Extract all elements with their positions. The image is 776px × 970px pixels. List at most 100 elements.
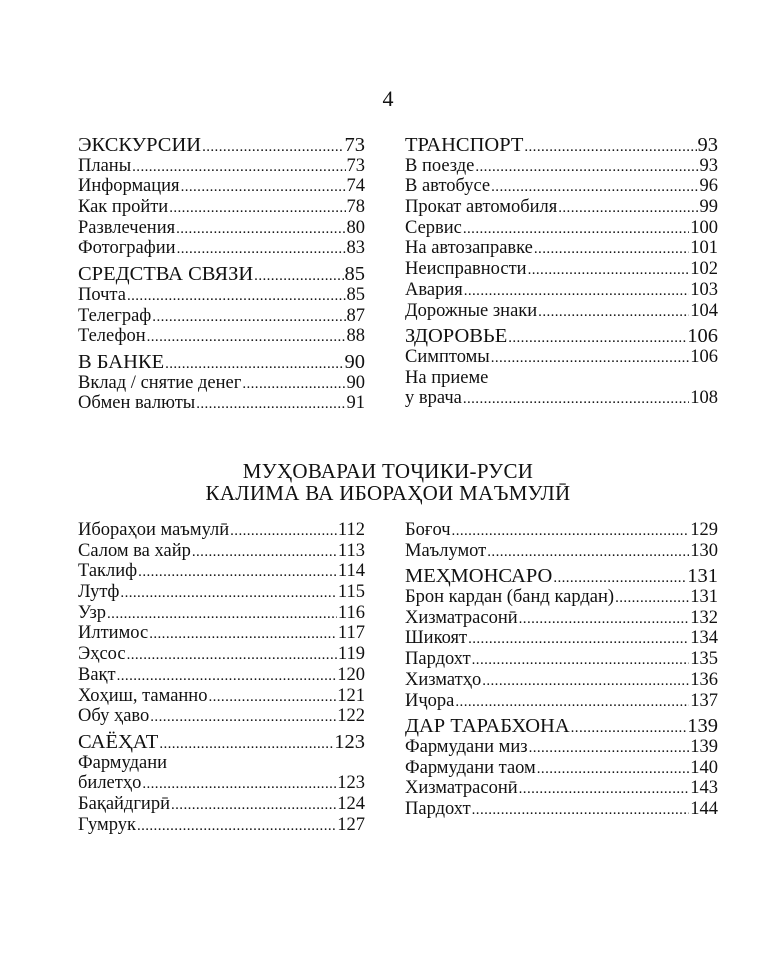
dot-leader (524, 137, 696, 158)
entry-page-number: 140 (690, 757, 718, 778)
entry-label: В поезде (405, 155, 475, 176)
dot-leader (138, 562, 337, 583)
toc-section-heading: ДАР ТАРАБХОНА 139 (405, 716, 718, 737)
toc-entry: Пардохт 135 (405, 649, 718, 670)
entry-page-number: 122 (337, 706, 365, 727)
toc-entry: Хизматҳо 136 (405, 670, 718, 691)
entry-page-number: 124 (337, 793, 365, 814)
dot-leader (192, 542, 337, 563)
entry-label: Узр (78, 602, 107, 623)
entry-label: МЕҲМОНСАРО (405, 565, 553, 588)
dot-leader (137, 816, 336, 837)
toc-entry: Узр 116 (78, 603, 365, 624)
toc-entry: Пардохт 144 (405, 799, 718, 820)
entry-label: Хоҳиш, таманно (78, 685, 208, 706)
toc-group: ДАР ТАРАБХОНА139Фармудани миз139Фармудан… (405, 716, 718, 819)
toc-entry: Эҳсос 119 (78, 644, 365, 665)
toc-group: СРЕДСТВА СВЯЗИ85Почта85Телеграф87Телефон… (78, 264, 365, 347)
entry-label: Илтимос (78, 623, 149, 644)
toc-entry: Таклиф 114 (78, 561, 365, 582)
toc-entry: Фармудани таом 140 (405, 758, 718, 779)
entry-page-number: 96 (699, 176, 719, 197)
entry-label: Бақайдгирӣ (78, 793, 170, 814)
dot-leader (529, 738, 690, 759)
entry-page-number: 137 (690, 690, 718, 711)
toc-section-heading: САЁҲАТ 123 (78, 732, 365, 753)
dot-leader (571, 718, 687, 739)
entry-label: Обмен валюты (78, 393, 196, 414)
entry-page-number: 103 (690, 279, 718, 300)
dot-leader (487, 542, 689, 563)
toc-entry: Телеграф 87 (78, 306, 365, 327)
toc-entry: Бақайдгирӣ 124 (78, 794, 365, 815)
entry-label: Фармудани миз (405, 736, 528, 757)
dot-leader (152, 307, 345, 328)
toc-entry: билетҳо 123 (78, 773, 365, 794)
toc-group: ЭКСКУРСИИ73Планы73Информация74Как пройти… (78, 135, 365, 259)
entry-label: На приеме (405, 367, 489, 388)
toc-entry: На приеме (405, 368, 718, 389)
entry-label: Фармудани (78, 752, 168, 773)
toc-section-heading: В БАНКЕ 90 (78, 352, 365, 373)
toc-entry: Ибораҳои маъмулӣ 112 (78, 520, 365, 541)
entry-page-number: 132 (690, 607, 718, 628)
entry-label: Сервис (405, 217, 462, 238)
dot-leader (472, 650, 690, 671)
dot-leader (147, 327, 346, 348)
entry-label: Хизматрасонӣ (405, 607, 518, 628)
toc-entry: Телефон 88 (78, 326, 365, 347)
dot-leader (169, 198, 345, 219)
toc-entry: Фармудани (78, 753, 365, 774)
dot-leader (254, 266, 343, 287)
dot-leader (117, 666, 337, 687)
entry-label: Хизматҳо (405, 669, 482, 690)
entry-label: Маълумот (405, 540, 487, 561)
toc-section-heading: МЕҲМОНСАРО 131 (405, 566, 718, 587)
dot-leader (538, 302, 689, 323)
toc-entry: Фотографии 83 (78, 238, 365, 259)
entry-page-number: 131 (687, 565, 718, 588)
dot-leader (208, 687, 336, 708)
entry-label: Иҷора (405, 690, 455, 711)
entry-page-number: 85 (344, 263, 366, 286)
toc-entry: Обу ҳаво 122 (78, 706, 365, 727)
entry-page-number: 123 (334, 730, 365, 753)
toc-entry: Авария 103 (405, 280, 718, 301)
toc-entry: Вақт 120 (78, 665, 365, 686)
entry-label: у врача (405, 388, 462, 409)
dot-leader (165, 354, 343, 375)
toc-bottom-left-column: Ибораҳои маъмулӣ112Салом ва хайр113Такли… (78, 520, 365, 840)
entry-label: В автобусе (405, 176, 491, 197)
toc-entry: Иҷора 137 (405, 691, 718, 712)
entry-page-number: 121 (337, 685, 365, 706)
entry-page-number: 143 (690, 778, 718, 799)
entry-label: СРЕДСТВА СВЯЗИ (78, 263, 254, 286)
dot-leader (475, 157, 698, 178)
dot-leader (468, 629, 689, 650)
toc-entry: Как пройти 78 (78, 197, 365, 218)
entry-label: Телеграф (78, 305, 152, 326)
entry-label: Салом ва хайр (78, 540, 191, 561)
toc-section-heading: ТРАНСПОРТ 93 (405, 135, 718, 156)
entry-page-number: 74 (346, 176, 366, 197)
entry-label: Фармудани таом (405, 757, 536, 778)
toc-entry: Неисправности 102 (405, 259, 718, 280)
entry-page-number: 83 (346, 238, 366, 259)
toc-entry: Илтимос 117 (78, 623, 365, 644)
toc-entry: Развлечения 80 (78, 218, 365, 239)
entry-page-number: 112 (337, 520, 365, 540)
dot-leader (132, 157, 345, 178)
entry-label: Хизматрасонӣ (405, 778, 518, 799)
toc-entry: Хизматрасонӣ 143 (405, 778, 718, 799)
entry-page-number: 115 (337, 582, 365, 603)
toc-top-right-column: ТРАНСПОРТ93В поезде93В автобусе96Прокат … (405, 135, 718, 414)
toc-group: В БАНКЕ90Вклад / снятие денег90Обмен вал… (78, 352, 365, 414)
entry-page-number: 80 (346, 217, 366, 238)
entry-page-number: 108 (690, 388, 718, 409)
entry-page-number: 134 (690, 628, 718, 649)
entry-page-number: 93 (699, 155, 719, 176)
dot-leader (150, 707, 336, 728)
toc-group: Ибораҳои маъмулӣ112Салом ва хайр113Такли… (78, 520, 365, 727)
entry-page-number: 85 (346, 284, 366, 305)
entry-page-number: 117 (337, 623, 365, 644)
